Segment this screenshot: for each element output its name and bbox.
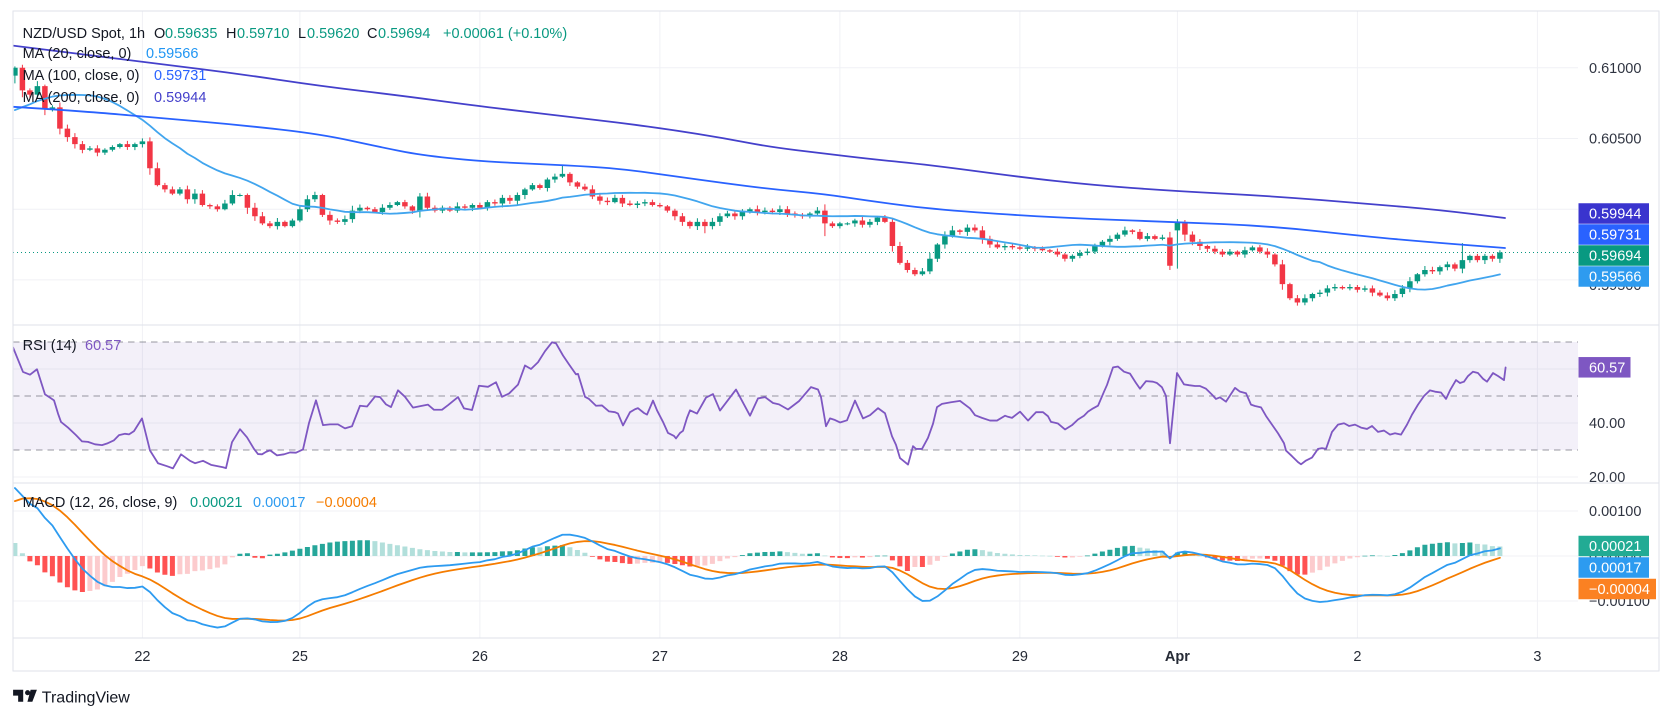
svg-text:0.60500: 0.60500 [1589, 132, 1641, 148]
svg-text:0.00017: 0.00017 [253, 495, 305, 511]
svg-text:25: 25 [292, 649, 308, 665]
svg-text:40.00: 40.00 [1589, 416, 1625, 432]
svg-text:Apr: Apr [1165, 649, 1190, 665]
svg-text:0.00100: 0.00100 [1589, 504, 1641, 520]
svg-text:L: L [298, 26, 306, 42]
svg-text:0.59635: 0.59635 [165, 26, 217, 42]
svg-text:0.59694: 0.59694 [378, 26, 430, 42]
svg-text:0.00021: 0.00021 [1589, 539, 1641, 555]
svg-text:0.59566: 0.59566 [1589, 270, 1641, 286]
svg-text:MA (200, close, 0): MA (200, close, 0) [23, 90, 140, 106]
svg-text:MA (20, close, 0): MA (20, close, 0) [23, 46, 132, 62]
svg-text:MA (100, close, 0): MA (100, close, 0) [23, 68, 140, 84]
svg-text:0.59566: 0.59566 [146, 46, 198, 62]
svg-text:TradingView: TradingView [42, 689, 130, 706]
svg-text:MACD (12, 26, close, 9): MACD (12, 26, close, 9) [23, 495, 178, 511]
svg-text:0.59944: 0.59944 [154, 90, 206, 106]
svg-text:H: H [226, 26, 236, 42]
svg-text:0.59620: 0.59620 [307, 26, 359, 42]
svg-text:0.59731: 0.59731 [154, 68, 206, 84]
svg-text:0.59710: 0.59710 [237, 26, 289, 42]
svg-text:2: 2 [1353, 649, 1361, 665]
svg-text:RSI (14): RSI (14) [23, 338, 77, 354]
svg-text:29: 29 [1012, 649, 1028, 665]
svg-text:0.59944: 0.59944 [1589, 207, 1641, 223]
svg-text:22: 22 [134, 649, 150, 665]
svg-text:27: 27 [652, 649, 668, 665]
svg-text:3: 3 [1533, 649, 1541, 665]
svg-text:60.57: 60.57 [1589, 360, 1625, 376]
svg-text:0.00017: 0.00017 [1589, 561, 1641, 577]
svg-text:−0.00004: −0.00004 [316, 495, 377, 511]
svg-text:0.59694: 0.59694 [1589, 249, 1641, 265]
svg-text:NZD/USD Spot, 1h: NZD/USD Spot, 1h [23, 26, 146, 42]
svg-text:0.61000: 0.61000 [1589, 61, 1641, 77]
svg-text:28: 28 [832, 649, 848, 665]
svg-text:26: 26 [472, 649, 488, 665]
svg-text:+0.00061 (+0.10%): +0.00061 (+0.10%) [443, 26, 567, 42]
svg-text:−0.00004: −0.00004 [1589, 582, 1650, 598]
svg-text:C: C [367, 26, 377, 42]
svg-text:0.59731: 0.59731 [1589, 228, 1641, 244]
svg-text:20.00: 20.00 [1589, 470, 1625, 486]
svg-text:O: O [154, 26, 165, 42]
svg-text:0.00021: 0.00021 [190, 495, 242, 511]
svg-text:60.57: 60.57 [85, 338, 121, 354]
